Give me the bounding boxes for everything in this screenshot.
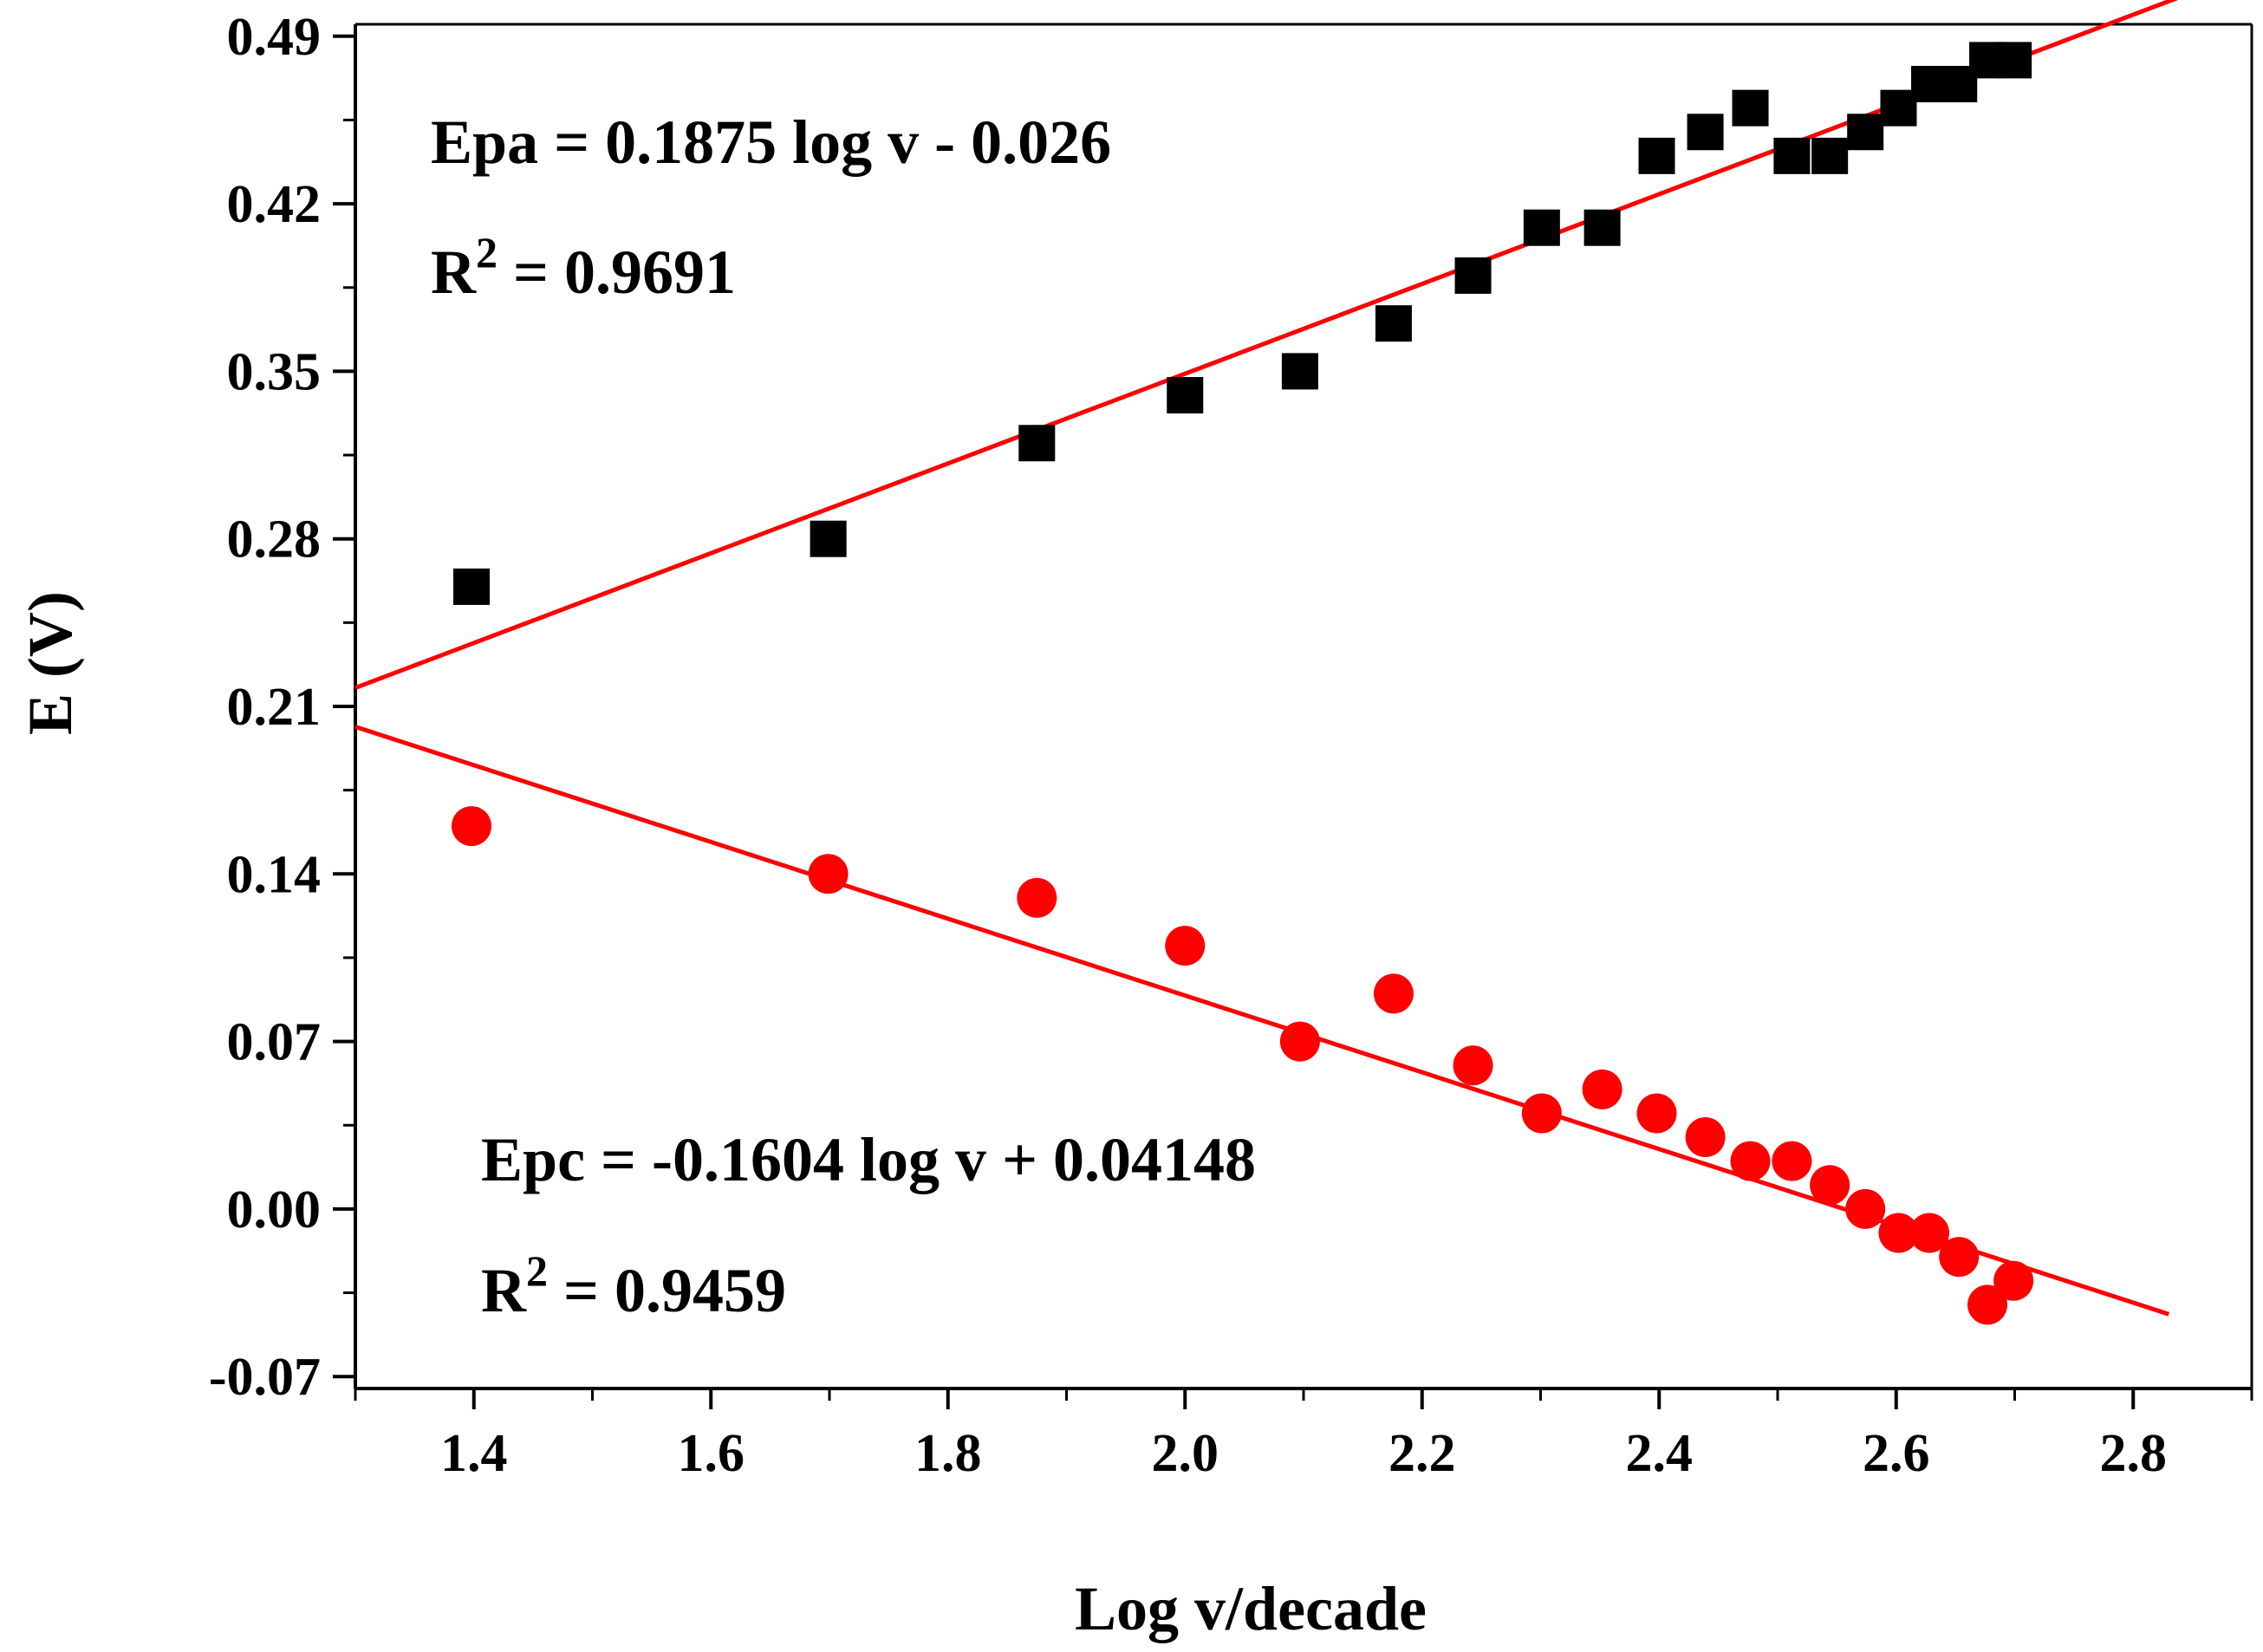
data-point-epa (1687, 114, 1724, 151)
data-markers (452, 42, 2034, 1325)
fit-lines (354, 0, 2179, 1317)
data-point-epc (1582, 1069, 1622, 1109)
x-tick-label: 2.8 (2100, 1424, 2168, 1483)
data-point-epc (1772, 1141, 1812, 1181)
y-tick-label: 0.00 (227, 1180, 322, 1239)
data-point-epc (1810, 1165, 1850, 1206)
data-point-epa (1375, 305, 1412, 342)
data-point-epa (1454, 257, 1492, 294)
y-tick-label: 0.07 (227, 1013, 322, 1072)
y-tick-label: 0.14 (227, 845, 322, 904)
y-axis-title: E (V) (16, 591, 85, 735)
data-point-epa (1995, 42, 2032, 79)
x-tick-label: 2.4 (1626, 1424, 1694, 1483)
data-point-epa (1880, 89, 1917, 127)
data-point-epc (1730, 1141, 1771, 1181)
y-tick-label: 0.49 (227, 8, 322, 67)
x-tick-label: 2.6 (1863, 1424, 1930, 1483)
data-point-epa (1167, 377, 1204, 414)
data-point-epa (1583, 209, 1621, 246)
x-tick-label: 2.0 (1152, 1424, 1219, 1483)
data-point-epa (810, 520, 847, 557)
data-point-epa (1811, 137, 1849, 174)
data-point-epc (1939, 1237, 1980, 1278)
data-point-epc (1993, 1260, 2034, 1301)
x-tick-label: 1.4 (440, 1424, 508, 1483)
x-axis-title: Log v/decade (1075, 1574, 1427, 1643)
data-point-epc (1453, 1045, 1493, 1086)
y-tick-label: 0.42 (227, 175, 322, 234)
epa-r2: R2 = 0.9691 (431, 228, 736, 307)
axes: 1.4 1.6 1.8 2.0 2.2 2.4 2.6 2.8 -0.07 0.00 0.07 0.1… (209, 8, 2253, 1483)
y-tick-label: -0.07 (209, 1348, 321, 1407)
data-point-epa (453, 568, 491, 605)
data-point-epc (1909, 1213, 1950, 1253)
x-tick-label: 2.2 (1388, 1424, 1456, 1483)
data-point-epc (452, 806, 492, 847)
data-point-epc (1878, 1213, 1919, 1253)
data-point-epa (1281, 353, 1318, 390)
epa-equation: Epa = 0.1875 log v - 0.026 (431, 107, 1111, 177)
data-point-epc (1017, 877, 1057, 918)
epc-equation: Epc = -0.1604 log v + 0.04148 (481, 1125, 1256, 1194)
data-point-epc (1521, 1093, 1562, 1134)
data-point-epa (1847, 114, 1884, 151)
data-point-epa (1638, 137, 1675, 174)
data-point-epc (808, 854, 849, 894)
y-tick-label: 0.35 (227, 342, 322, 401)
epc-r2: R2 = 0.9459 (481, 1246, 786, 1325)
data-point-epa (1523, 209, 1560, 246)
x-tick-label: 1.8 (914, 1424, 982, 1483)
data-point-epc (1373, 973, 1414, 1014)
data-point-epa (1773, 137, 1811, 174)
data-point-epc (1685, 1117, 1726, 1158)
x-tick-label: 1.6 (678, 1424, 745, 1483)
data-point-epc (1845, 1188, 1886, 1229)
y-tick-label: 0.21 (227, 678, 322, 737)
data-point-epc (1967, 1285, 2008, 1325)
data-point-epc (1279, 1021, 1320, 1062)
data-point-epa (1732, 89, 1769, 127)
data-point-epc (1165, 926, 1206, 966)
fit-line-epa (354, 0, 2179, 690)
data-point-epa (1018, 425, 1056, 462)
y-tick-label: 0.28 (227, 511, 322, 569)
data-point-epc (1636, 1093, 1677, 1134)
